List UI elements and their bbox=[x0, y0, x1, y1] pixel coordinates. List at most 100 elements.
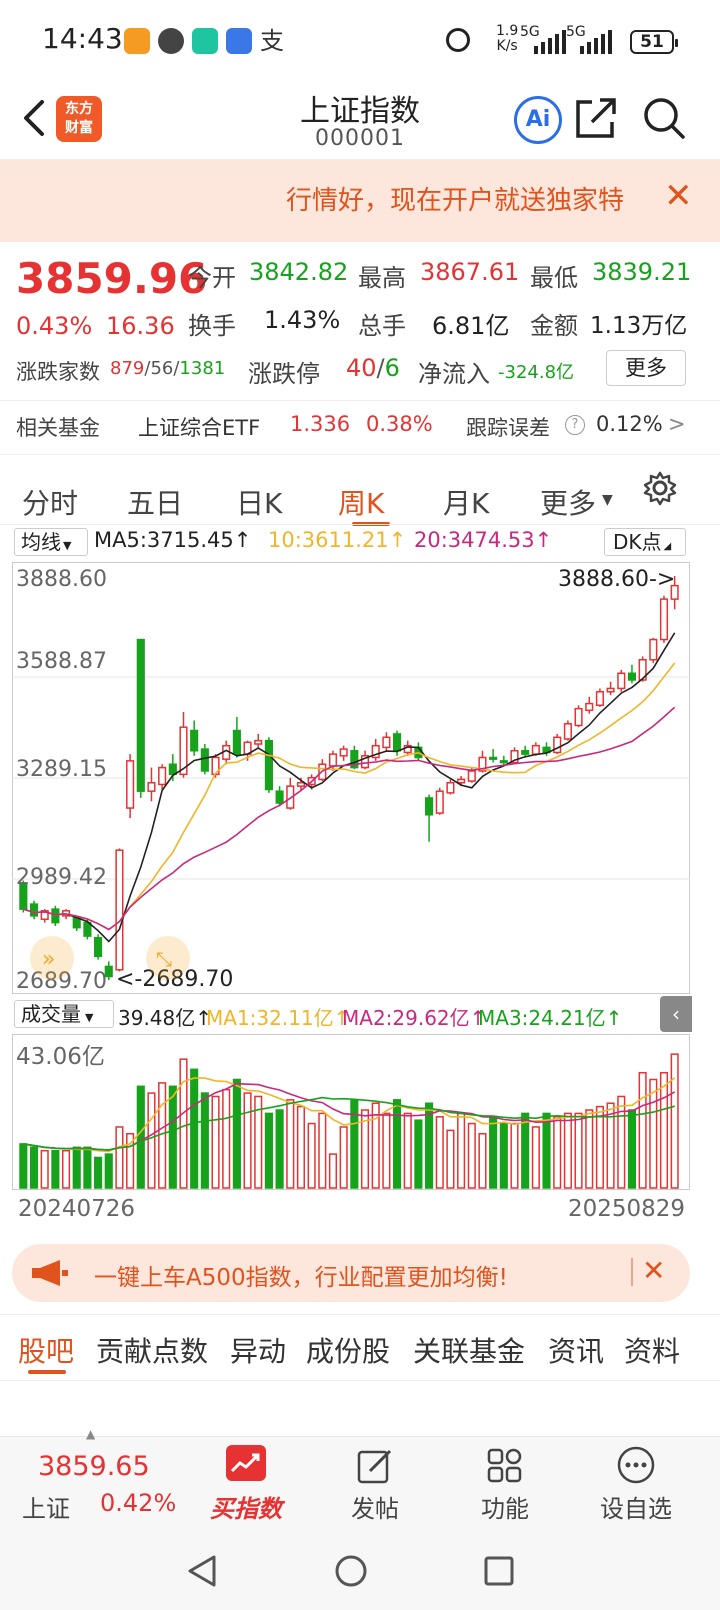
settings-gear-icon[interactable] bbox=[642, 470, 678, 506]
volume-selector[interactable]: 成交量 ▼ bbox=[14, 1000, 114, 1028]
max-price-marker: 3888.60-> bbox=[558, 567, 675, 592]
tab-profile[interactable]: 资料 bbox=[624, 1335, 681, 1368]
breadth-values: 879/56/1381 bbox=[110, 358, 226, 379]
volume-bar bbox=[104, 1153, 113, 1189]
candle-body bbox=[40, 910, 49, 920]
add-watchlist-button[interactable]: 设自选 bbox=[600, 1495, 672, 1523]
tab-more[interactable]: 更多 bbox=[540, 487, 597, 520]
divider bbox=[0, 1380, 720, 1381]
price-axis-label-4: 2689.70 bbox=[16, 969, 107, 994]
functions-button[interactable]: 功能 bbox=[481, 1495, 529, 1523]
ma-selector-label: 均线 bbox=[21, 530, 61, 554]
help-icon[interactable]: ? bbox=[565, 415, 585, 435]
tab-monthly-k[interactable]: 月K bbox=[443, 487, 490, 520]
tab-weekly-k[interactable]: 周K bbox=[338, 487, 385, 520]
breadth-down: 1381 bbox=[179, 358, 226, 379]
vol-ma1-value: MA1:32.11亿↑ bbox=[206, 1006, 351, 1030]
app-logo[interactable]: 东方 财富 bbox=[56, 96, 102, 142]
system-navigation-bar bbox=[0, 1532, 720, 1610]
functions-grid-icon[interactable] bbox=[486, 1447, 524, 1485]
double-chevron-icon[interactable]: » bbox=[42, 947, 55, 972]
dk-points-button[interactable]: DK点 ◢ bbox=[604, 528, 686, 556]
volume-bar bbox=[61, 1149, 71, 1189]
expand-caret-icon[interactable]: ▲ bbox=[86, 1427, 96, 1441]
tab-stock-forum[interactable]: 股吧 bbox=[18, 1335, 75, 1368]
candle-body bbox=[360, 755, 370, 769]
chevron-right-icon[interactable]: > bbox=[668, 412, 686, 436]
price-axis-label-0: 3888.60 bbox=[16, 567, 107, 592]
nav-home-icon[interactable] bbox=[334, 1554, 368, 1588]
fullscreen-icon[interactable]: ⤡ bbox=[156, 947, 172, 971]
volume-bar bbox=[574, 1112, 583, 1189]
back-icon[interactable] bbox=[18, 98, 54, 138]
ma20-value: 20:3474.53↑ bbox=[414, 528, 553, 552]
volume-bar bbox=[392, 1099, 402, 1189]
more-dots-icon[interactable] bbox=[616, 1445, 656, 1485]
candle-body bbox=[425, 797, 434, 816]
volume-bar bbox=[232, 1078, 241, 1189]
price-axis-label-2: 3289.15 bbox=[16, 757, 107, 782]
candle-body bbox=[190, 729, 199, 752]
volume-value: 39.48亿↑ bbox=[118, 1006, 213, 1030]
volume-bar bbox=[179, 1058, 188, 1189]
tab-movements[interactable]: 异动 bbox=[230, 1335, 287, 1368]
ai-assistant-button[interactable]: Ai bbox=[514, 96, 562, 144]
promo-banner[interactable]: 行情好，现在开户就送独家特 ✕ bbox=[0, 160, 720, 242]
volume-bar bbox=[670, 1053, 679, 1189]
trend-chart-icon[interactable] bbox=[226, 1445, 266, 1481]
volume-chart[interactable]: 43.06亿 bbox=[12, 1034, 690, 1190]
volume-bar bbox=[627, 1109, 637, 1189]
candle-body bbox=[478, 756, 487, 772]
tab-news[interactable]: 资讯 bbox=[548, 1335, 605, 1368]
battery-icon: 51 bbox=[630, 30, 678, 54]
volume-bar bbox=[200, 1092, 209, 1189]
buy-index-button[interactable]: 买指数 bbox=[210, 1495, 282, 1523]
vol-ma3-line bbox=[23, 1096, 675, 1151]
volume-bar bbox=[264, 1112, 273, 1189]
nav-recents-icon[interactable] bbox=[484, 1556, 514, 1586]
divider bbox=[0, 454, 720, 455]
promo-text[interactable]: 一键上车A500指数，行业配置更加均衡! bbox=[94, 1265, 508, 1291]
candle-body bbox=[296, 782, 306, 787]
expand-left-button[interactable] bbox=[30, 936, 74, 980]
nav-back-icon[interactable] bbox=[186, 1554, 218, 1588]
volume-bar bbox=[467, 1122, 476, 1189]
tab-daily-k[interactable]: 日K bbox=[236, 487, 283, 520]
fullscreen-button[interactable] bbox=[146, 936, 190, 980]
fund-name[interactable]: 上证综合ETF bbox=[138, 416, 261, 440]
tab-contribution[interactable]: 贡献点数 bbox=[96, 1335, 209, 1368]
post-button[interactable]: 发帖 bbox=[351, 1495, 399, 1523]
breadth-label: 涨跌家数 bbox=[16, 360, 100, 384]
turnover-label: 换手 bbox=[188, 312, 236, 340]
page-title: 上证指数 bbox=[300, 94, 420, 129]
signal-bars-2-icon bbox=[580, 30, 612, 54]
a500-promo-banner[interactable]: 一键上车A500指数，行业配置更加均衡! ✕ bbox=[12, 1244, 690, 1302]
candle-body bbox=[553, 736, 562, 754]
tab-intraday[interactable]: 分时 bbox=[22, 487, 79, 520]
more-quote-button[interactable]: 更多 bbox=[606, 350, 686, 386]
search-icon[interactable] bbox=[642, 96, 686, 140]
candle-body bbox=[467, 770, 476, 782]
banner-close-icon[interactable]: ✕ bbox=[664, 176, 693, 216]
volume-bar bbox=[286, 1099, 295, 1189]
candle-body bbox=[499, 760, 508, 764]
chat-notification-icon bbox=[158, 28, 184, 54]
tab-five-day[interactable]: 五日 bbox=[127, 487, 184, 520]
tab-related-funds[interactable]: 关联基金 bbox=[413, 1335, 526, 1368]
ma-selector[interactable]: 均线 ▼ bbox=[14, 528, 88, 556]
banner-text[interactable]: 行情好，现在开户就送独家特 bbox=[286, 186, 625, 216]
volume-bar bbox=[649, 1078, 658, 1189]
collapse-panel-icon[interactable]: ‹ bbox=[660, 996, 692, 1032]
change-value: 16.36 bbox=[106, 312, 175, 340]
share-icon[interactable] bbox=[574, 96, 618, 140]
candle-body bbox=[232, 729, 241, 755]
candlestick-chart[interactable]: 3888.60 3588.87 3289.15 2989.42 2689.70 … bbox=[12, 562, 690, 994]
tab-constituents[interactable]: 成份股 bbox=[306, 1335, 391, 1368]
volume-bar bbox=[585, 1109, 594, 1189]
net-speed: 1.9 K/s bbox=[496, 24, 518, 54]
section-tab-underline bbox=[28, 1370, 66, 1374]
promo-close-icon[interactable]: ✕ bbox=[642, 1254, 666, 1287]
edit-post-icon[interactable] bbox=[356, 1447, 394, 1485]
volume-bar bbox=[350, 1099, 359, 1189]
candle-body bbox=[286, 785, 295, 809]
